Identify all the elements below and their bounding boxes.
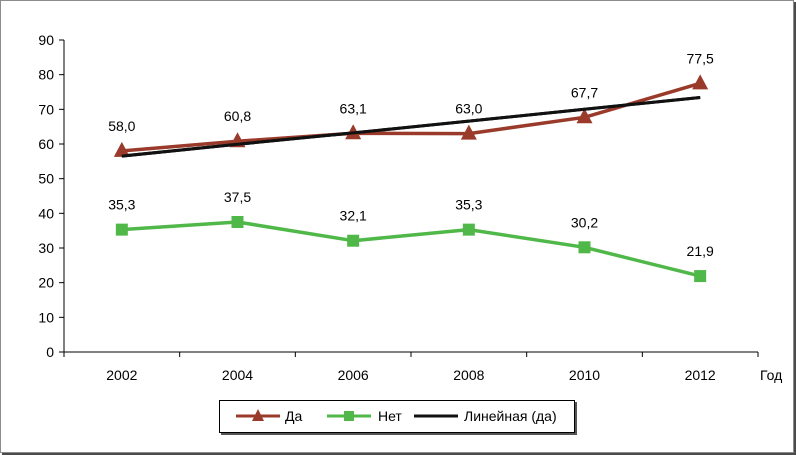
point-square-marker [578,241,591,254]
data-label: 58,0 [108,118,135,134]
x-tick-label: 2008 [453,367,484,383]
legend-label: Да [285,408,302,424]
series-line-net [121,220,701,278]
legend-label: Нет [378,408,402,424]
point-square-marker [462,223,475,236]
data-labels: 35,3 37,5 32,1 35,3 30,2 21,9 58,0 60,8 63,1 63,0… [108,50,714,259]
x-tick-label: 2010 [569,367,600,383]
point-triangle-marker [692,74,709,90]
data-label: 37,5 [224,189,251,205]
legend-items: Да Нет Линейная (да) [236,408,557,424]
x-tick-label: 2006 [338,367,369,383]
data-label: 21,9 [687,243,714,259]
data-label: 63,0 [455,101,482,117]
point-square-marker [115,223,128,236]
series-line-trend-overlay [121,96,701,158]
y-tick-label: 30 [38,240,54,256]
legend-label: Линейная (да) [464,408,557,424]
legend-square-marker [344,411,354,421]
series-layer [113,74,709,283]
data-label: 67,7 [571,84,598,100]
data-label: 77,5 [687,50,714,66]
point-triangle-marker [576,108,593,124]
point-square-marker [231,216,244,228]
y-tick-label: 80 [38,67,54,83]
data-label: 32,1 [340,208,367,224]
data-label: 35,3 [108,197,135,213]
x-tick-label: 2004 [222,367,253,383]
y-tick-label: 70 [38,101,54,117]
point-square-marker [347,234,360,247]
data-label: 35,3 [455,197,482,213]
axes [63,40,758,353]
data-label: 63,1 [340,100,367,116]
point-triangle-marker [113,141,130,157]
y-tick-label: 90 [38,32,54,48]
x-axis-label: Год [760,367,782,383]
point-square-marker [694,270,707,283]
legend-triangle-marker [252,409,264,421]
legend: Да Нет Линейная (да) [219,400,575,433]
y-tick-label: 60 [38,136,54,152]
x-tick-label: 2012 [685,367,716,383]
point-triangle-marker [460,124,477,140]
x-axis-ticks: 2002 2004 2006 2008 2010 2012 [63,352,759,383]
data-label: 60,8 [224,108,251,124]
y-axis-ticks: 0 10 20 30 40 50 60 70 80 90 [38,32,64,360]
y-tick-label: 0 [46,344,54,360]
x-tick-label: 2002 [106,367,137,383]
y-tick-label: 20 [38,275,54,291]
y-tick-label: 50 [38,171,54,187]
y-tick-label: 10 [38,309,54,325]
data-label: 30,2 [571,214,598,230]
series-line-da [121,81,701,153]
y-tick-label: 40 [38,205,54,221]
